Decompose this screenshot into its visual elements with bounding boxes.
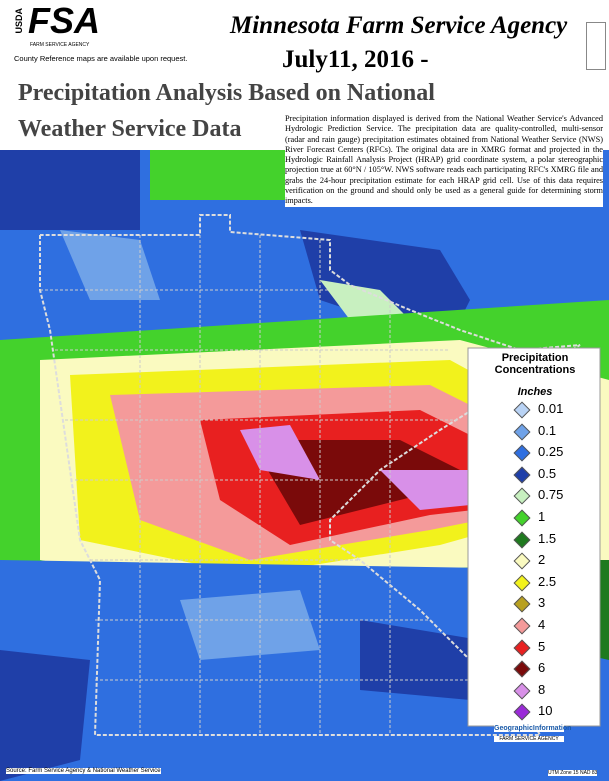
legend-swatch (513, 444, 531, 462)
agency: Minnesota Farm Service Agency (230, 12, 568, 39)
legend-item: 0.5 (508, 465, 598, 485)
legend-item: 0.75 (508, 486, 598, 506)
legend-swatch (513, 682, 531, 700)
legend-label: 0.75 (538, 487, 564, 503)
legend-swatch (513, 466, 531, 484)
date: July11, 2016 - (282, 46, 429, 73)
description: Precipitation information displayed is d… (285, 114, 603, 207)
legend-label: 10 (538, 703, 553, 719)
legend-swatch (513, 639, 531, 657)
legend-label: 4 (538, 617, 546, 632)
legend-label: 5 (538, 638, 546, 654)
legend-label: 6 (538, 660, 546, 676)
legend-label: 1.5 (538, 530, 557, 546)
legend-swatch (513, 617, 531, 635)
legend-label: 8 (538, 681, 546, 697)
legend-item: 10 (508, 702, 598, 722)
legend-item: 0.1 (508, 422, 598, 442)
legend-label: 0.5 (538, 465, 557, 481)
fsa-logo: USDA FSA FARM SERVICE AGENCY (14, 0, 104, 52)
legend-label: 2.5 (538, 573, 557, 589)
legend-item: 1 (508, 508, 598, 528)
projection: UTM Zone 15 NAD 83 (548, 770, 598, 776)
legend-item: 6 (508, 659, 598, 679)
legend-swatch (513, 509, 531, 527)
legend-item: 0.25 (508, 443, 598, 463)
source: Source: Farm Service Agency & National W… (6, 768, 161, 774)
legend-swatch (513, 423, 531, 441)
fsa-subtext: FARM SERVICE AGENCY (30, 42, 90, 48)
legend-item: 4 (508, 616, 598, 636)
fsa-text: FSA (28, 0, 100, 41)
legend-label: 1 (538, 509, 546, 524)
note: County Reference maps are available upon… (14, 54, 188, 63)
title-line: Precipitation Analysis Based on National (18, 80, 435, 106)
title-line: Weather Service Data (18, 116, 242, 142)
logo-title: GeographicInformation (494, 725, 572, 732)
legend-label: 0.25 (538, 444, 564, 460)
legend-swatch (513, 401, 531, 419)
legend-label: 0.01 (538, 401, 564, 416)
legend-item: 2.5 (508, 573, 598, 593)
legend-item: 2 (508, 551, 598, 571)
legend-swatch (513, 574, 531, 592)
legend-label: 2 (538, 552, 546, 568)
legend-swatch (513, 531, 531, 549)
legend-item: 1.5 (508, 530, 598, 550)
usda-text: USDA (14, 8, 24, 34)
legend-label: 0.1 (538, 422, 557, 438)
legend-item: 5 (508, 638, 598, 658)
legend-label: 3 (538, 595, 546, 611)
legend-unit: Inches (517, 386, 553, 398)
legend-item: 3 (508, 594, 598, 614)
legend-swatch (513, 552, 531, 570)
legend-item: 8 (508, 681, 598, 701)
legend-item: 0.01 (508, 400, 598, 420)
logo-subtitle: FARM SERVICE AGENCY (494, 736, 564, 742)
legend-swatch (513, 595, 531, 613)
legend-title: Precipitation Concentrations (494, 352, 576, 376)
legend-swatch (513, 703, 531, 721)
north-arrow (586, 22, 606, 70)
legend-swatch (513, 660, 531, 678)
legend-swatch (513, 487, 531, 505)
